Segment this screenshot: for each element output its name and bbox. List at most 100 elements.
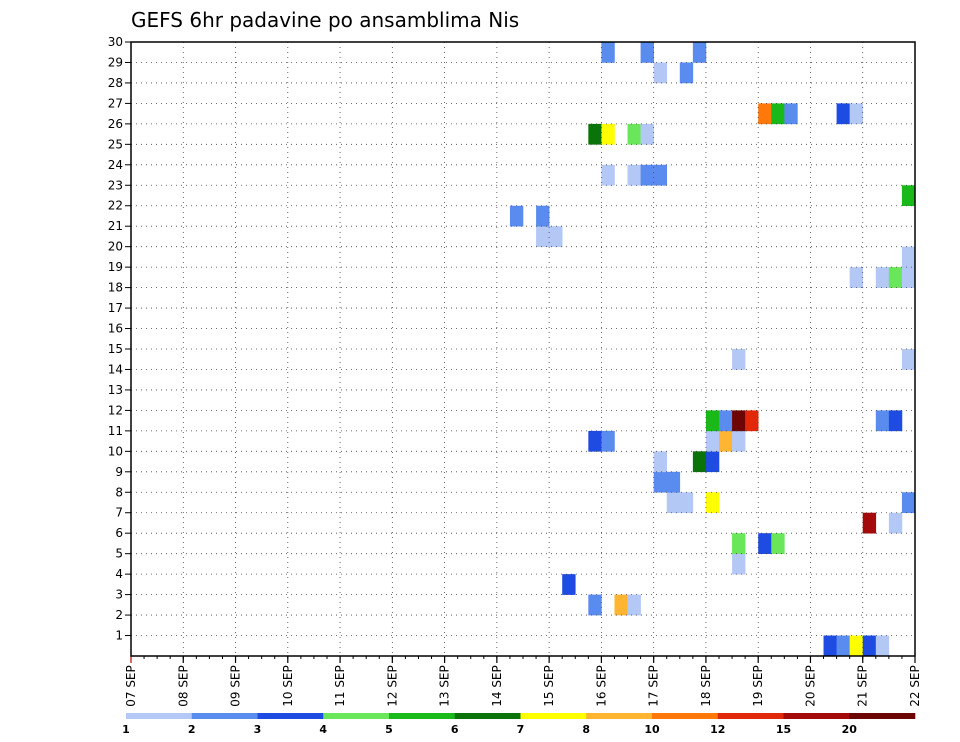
precip-cell [758,103,772,125]
y-axis: 1234567891011121314151617181920212223242… [108,35,131,643]
colorbar-segment [323,713,390,719]
precip-cell [705,410,720,432]
y-tick-label: 6 [115,526,123,540]
chart-title: GEFS 6hr padavine po ansamblima Nis [131,8,519,32]
precip-cell [588,430,602,452]
colorbar-segment [652,713,719,719]
colorbar-segment [191,713,258,719]
y-tick-label: 4 [115,567,123,581]
precip-cell [732,430,746,452]
x-tick-label: 19 SEP [751,665,765,707]
precip-cell [627,594,641,616]
precip-cell [679,492,694,514]
precip-cell [653,164,668,186]
colorbar-segment [520,713,587,719]
precip-cell [771,103,785,125]
x-tick-label: 14 SEP [490,665,504,707]
precip-cell [862,512,877,534]
precip-cell [653,62,668,84]
precip-cell [666,471,681,493]
colorbar-label: 2 [188,723,196,736]
precip-cell [719,410,733,432]
x-tick-label: 10 SEP [281,665,295,707]
colorbar-label: 3 [254,723,262,736]
y-tick-label: 3 [115,588,123,602]
y-tick-label: 16 [108,322,123,336]
precip-cell [849,267,864,288]
precip-cell [901,267,916,288]
y-tick-label: 29 [108,55,123,69]
precip-cell [705,451,720,473]
precip-cell [562,574,576,595]
precip-cell [653,471,668,493]
precip-cell [784,103,798,125]
precip-cell [627,123,641,145]
colorbar-segment [389,713,456,719]
precip-cell [732,349,746,370]
colorbar-label: 5 [385,723,393,736]
precip-cell [875,410,890,432]
y-tick-label: 10 [108,444,123,458]
y-tick-label: 14 [108,362,123,376]
precip-cell [901,246,916,268]
precip-cell [888,267,903,288]
precip-cell [901,185,916,207]
y-tick-label: 11 [108,424,123,438]
colorbar-segment [454,713,521,719]
y-tick-label: 15 [108,342,123,356]
x-axis: 07 SEP 08 SEP 09 SEP 10 SEP 11 SEP 12 SEP 13 S… [124,656,922,707]
y-tick-label: 24 [108,158,123,172]
precip-cell [601,42,615,63]
y-tick-label: 22 [108,199,123,213]
precip-cell [640,42,654,63]
precip-cell [836,635,850,657]
precip-cell [614,594,628,616]
y-tick-label: 26 [108,117,123,131]
precip-cell [679,62,694,84]
colorbar-label: 20 [842,723,858,736]
y-tick-label: 20 [108,240,123,254]
x-tick-label: 13 SEP [438,665,452,707]
y-tick-label: 7 [115,506,123,520]
precip-cell [588,594,602,616]
x-tick-label: 12 SEP [385,665,399,707]
colorbar-label: 10 [644,723,660,736]
precip-cell [901,349,916,370]
y-tick-label: 21 [108,219,123,233]
colorbar-label: 8 [582,723,590,736]
precip-cell [875,267,890,288]
precip-cell [627,164,641,186]
plot-frame [130,41,916,657]
precip-cell [862,635,877,657]
precip-cell [888,512,903,534]
precip-cell [875,635,890,657]
colorbar-segment [717,713,784,719]
precip-cell [705,430,720,452]
colorbar: 1 2 3 4 5 6 7 8 10 12 15 20 [122,713,916,736]
y-tick-label: 30 [108,35,123,49]
x-tick-label: 07 SEP [124,665,138,707]
colorbar-label: 1 [122,723,130,736]
colorbar-label: 4 [319,723,327,736]
x-tick-label: 22 SEP [908,665,922,707]
x-tick-label: 21 SEP [856,665,870,707]
x-tick-label: 17 SEP [647,665,661,707]
precip-cell [692,42,707,63]
grid-lines [131,42,915,656]
y-tick-label: 19 [108,260,123,274]
precip-cell [719,430,733,452]
x-tick-label: 20 SEP [803,665,817,707]
precip-cell [640,164,654,186]
precip-cell [823,635,837,657]
y-tick-label: 9 [115,465,123,479]
y-tick-label: 28 [108,76,123,90]
y-tick-label: 25 [108,137,123,151]
precip-cell [536,226,550,247]
y-tick-label: 12 [108,403,123,417]
y-tick-label: 8 [115,485,123,499]
precip-cell [588,123,602,145]
precip-cell [849,103,864,125]
precip-cell [601,164,615,186]
precip-cell [536,205,550,227]
x-tick-label: 18 SEP [699,665,713,707]
